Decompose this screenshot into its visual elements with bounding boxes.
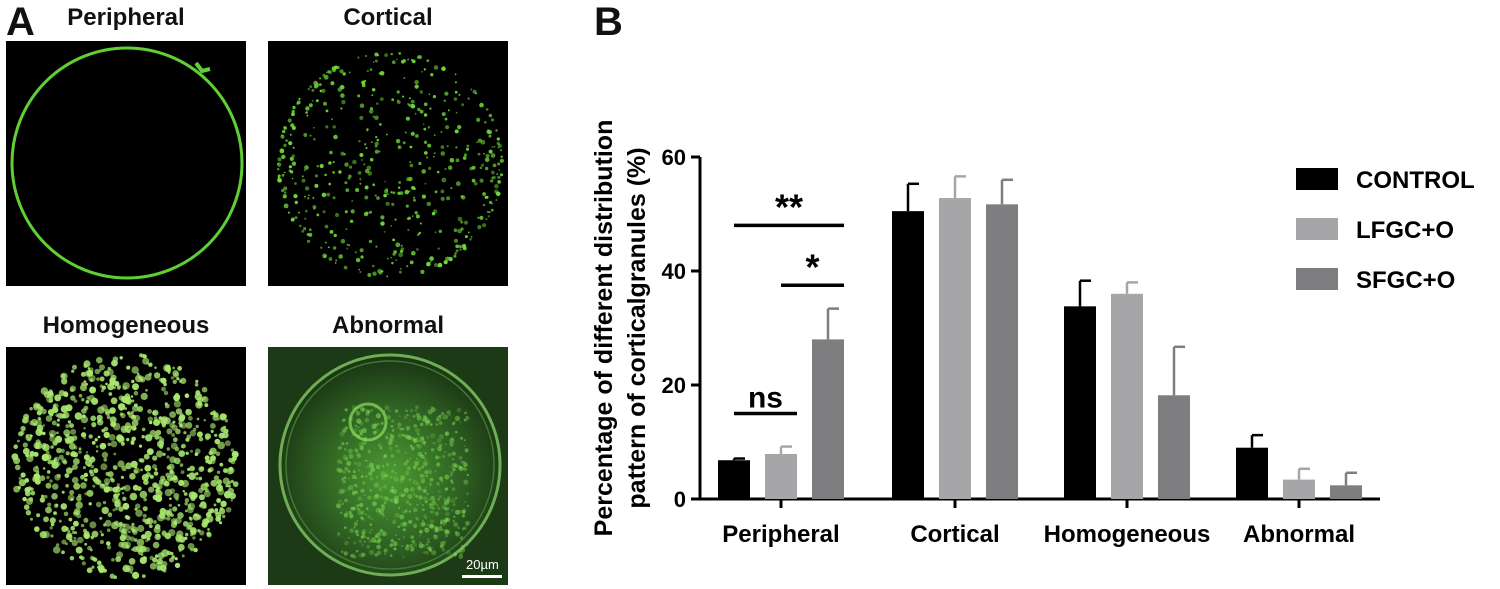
x-tick-label: Cortical [910, 521, 999, 548]
image-title-homogeneous: Homogeneous [42, 312, 210, 339]
bar [1330, 485, 1362, 499]
bar [812, 339, 844, 499]
legend-label: SFGC+O [1356, 267, 1455, 294]
bar [1283, 479, 1315, 499]
legend-label: LFGC+O [1356, 217, 1454, 244]
y-axis-label: pattern of corticalgranules (%) [623, 147, 651, 508]
panel-a-letter: A [6, 0, 35, 44]
y-tick-label: 40 [662, 259, 686, 284]
micrograph-homogeneous [6, 347, 246, 585]
bar [718, 460, 750, 499]
y-tick-label: 20 [662, 373, 686, 398]
scale-bar [462, 575, 502, 578]
bar [1111, 293, 1143, 499]
image-title-peripheral: Peripheral [67, 4, 185, 31]
bar [939, 198, 971, 500]
legend-swatch [1296, 218, 1338, 240]
micrograph-cortical [268, 41, 508, 286]
legend-label: CONTROL [1356, 167, 1475, 194]
image-title-cortical: Cortical [343, 4, 433, 31]
micrograph-abnormal [268, 347, 508, 585]
image-title-abnormal: Abnormal [331, 312, 444, 339]
bar [1158, 395, 1190, 499]
bar [1236, 447, 1268, 499]
micrograph-peripheral [6, 41, 246, 286]
x-tick-label: Peripheral [722, 521, 839, 548]
y-tick-label: 0 [674, 487, 686, 512]
y-tick-label: 60 [662, 145, 686, 170]
bar [892, 211, 924, 499]
x-tick-label: Abnormal [1243, 521, 1355, 548]
panel-b-letter: B [594, 0, 623, 44]
x-tick-label: Homogeneous [1044, 521, 1211, 548]
significance-label: * [805, 246, 819, 287]
legend-swatch [1296, 168, 1338, 190]
legend-swatch [1296, 268, 1338, 290]
significance-label: ns [748, 382, 783, 415]
significance-label: ** [775, 186, 803, 227]
scale-bar-label: 20µm [466, 557, 499, 572]
y-axis-label: Percentage of different distribution [590, 120, 618, 537]
bar [986, 204, 1018, 499]
bar [765, 453, 797, 499]
bar [1064, 306, 1096, 499]
